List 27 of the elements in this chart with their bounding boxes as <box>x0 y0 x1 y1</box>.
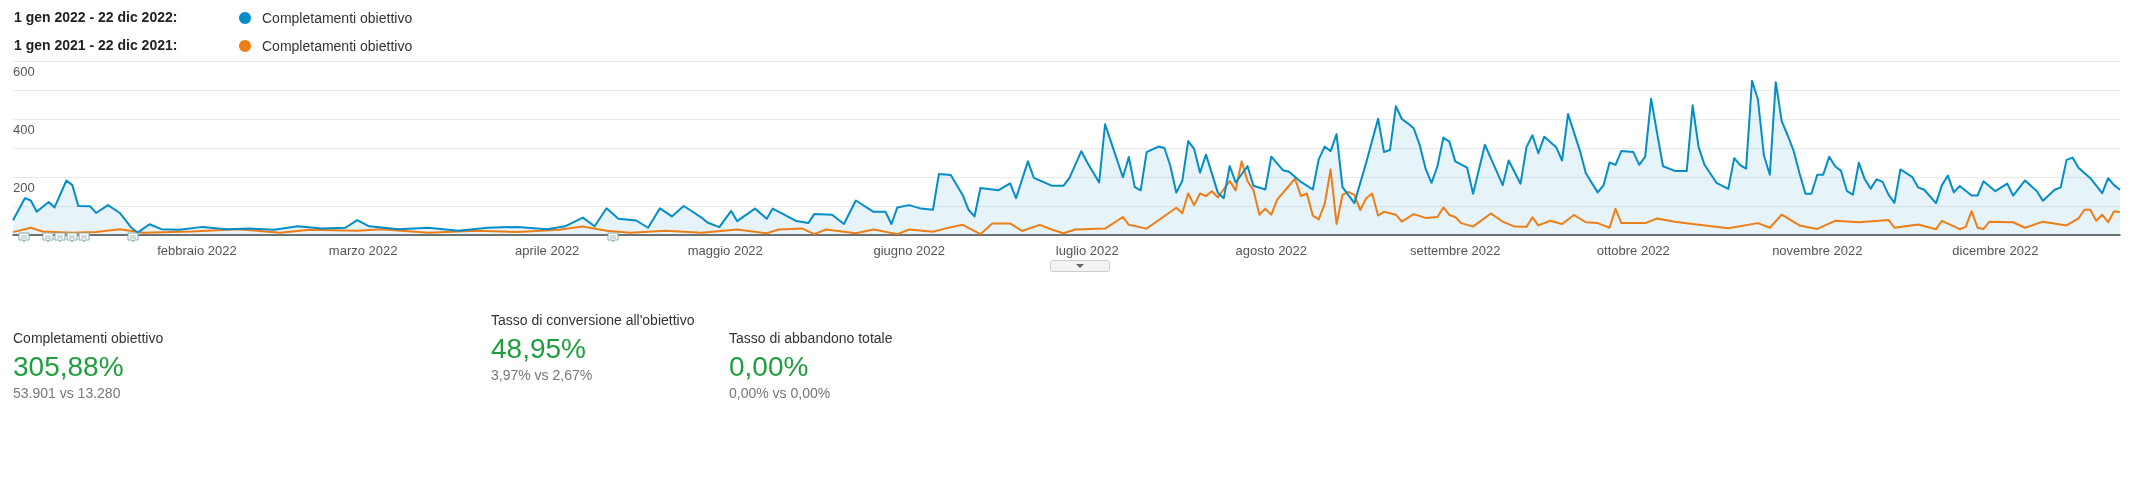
legend-label: Completamenti obiettivo <box>262 10 413 26</box>
x-tick-label: ottobre 2022 <box>1596 243 1670 258</box>
text: 0,00% vs 0,00% <box>729 385 832 401</box>
text: Tasso di conversione all'obiettivo <box>491 312 696 329</box>
y-tick-label: 200 <box>13 180 35 195</box>
x-tick-label: luglio 2022 <box>1055 243 1119 258</box>
x-tick-label: giugno 2022 <box>873 243 946 258</box>
x-tick-label: novembre 2022 <box>1772 243 1863 258</box>
text: 0,00% <box>729 351 810 383</box>
x-tick-label: marzo 2022 <box>328 243 398 258</box>
x-tick-label: febbraio 2022 <box>157 243 237 258</box>
text: 48,95% <box>491 333 587 365</box>
text: 3,97% vs 2,67% <box>491 367 594 383</box>
text: 305,88% <box>13 351 125 383</box>
text: 53.901 vs 13.280 <box>13 385 122 401</box>
y-tick-label: 400 <box>13 122 35 137</box>
x-tick-label: agosto 2022 <box>1235 243 1308 258</box>
x-tick-label: settembre 2022 <box>1410 243 1501 258</box>
text: 1 gen 2021 - 22 dic 2021: <box>14 37 178 53</box>
x-tick-label: aprile 2022 <box>515 243 580 258</box>
text: Completamenti obiettivo <box>13 330 165 347</box>
text: Tasso di abbandono totale <box>729 330 894 347</box>
legend-label: Completamenti obiettivo <box>262 38 413 54</box>
x-tick-label: maggio 2022 <box>687 243 763 258</box>
text: 1 gen 2022 - 22 dic 2022: <box>14 9 178 25</box>
y-tick-label: 600 <box>13 64 35 79</box>
x-tick-label: dicembre 2022 <box>1952 243 2039 258</box>
